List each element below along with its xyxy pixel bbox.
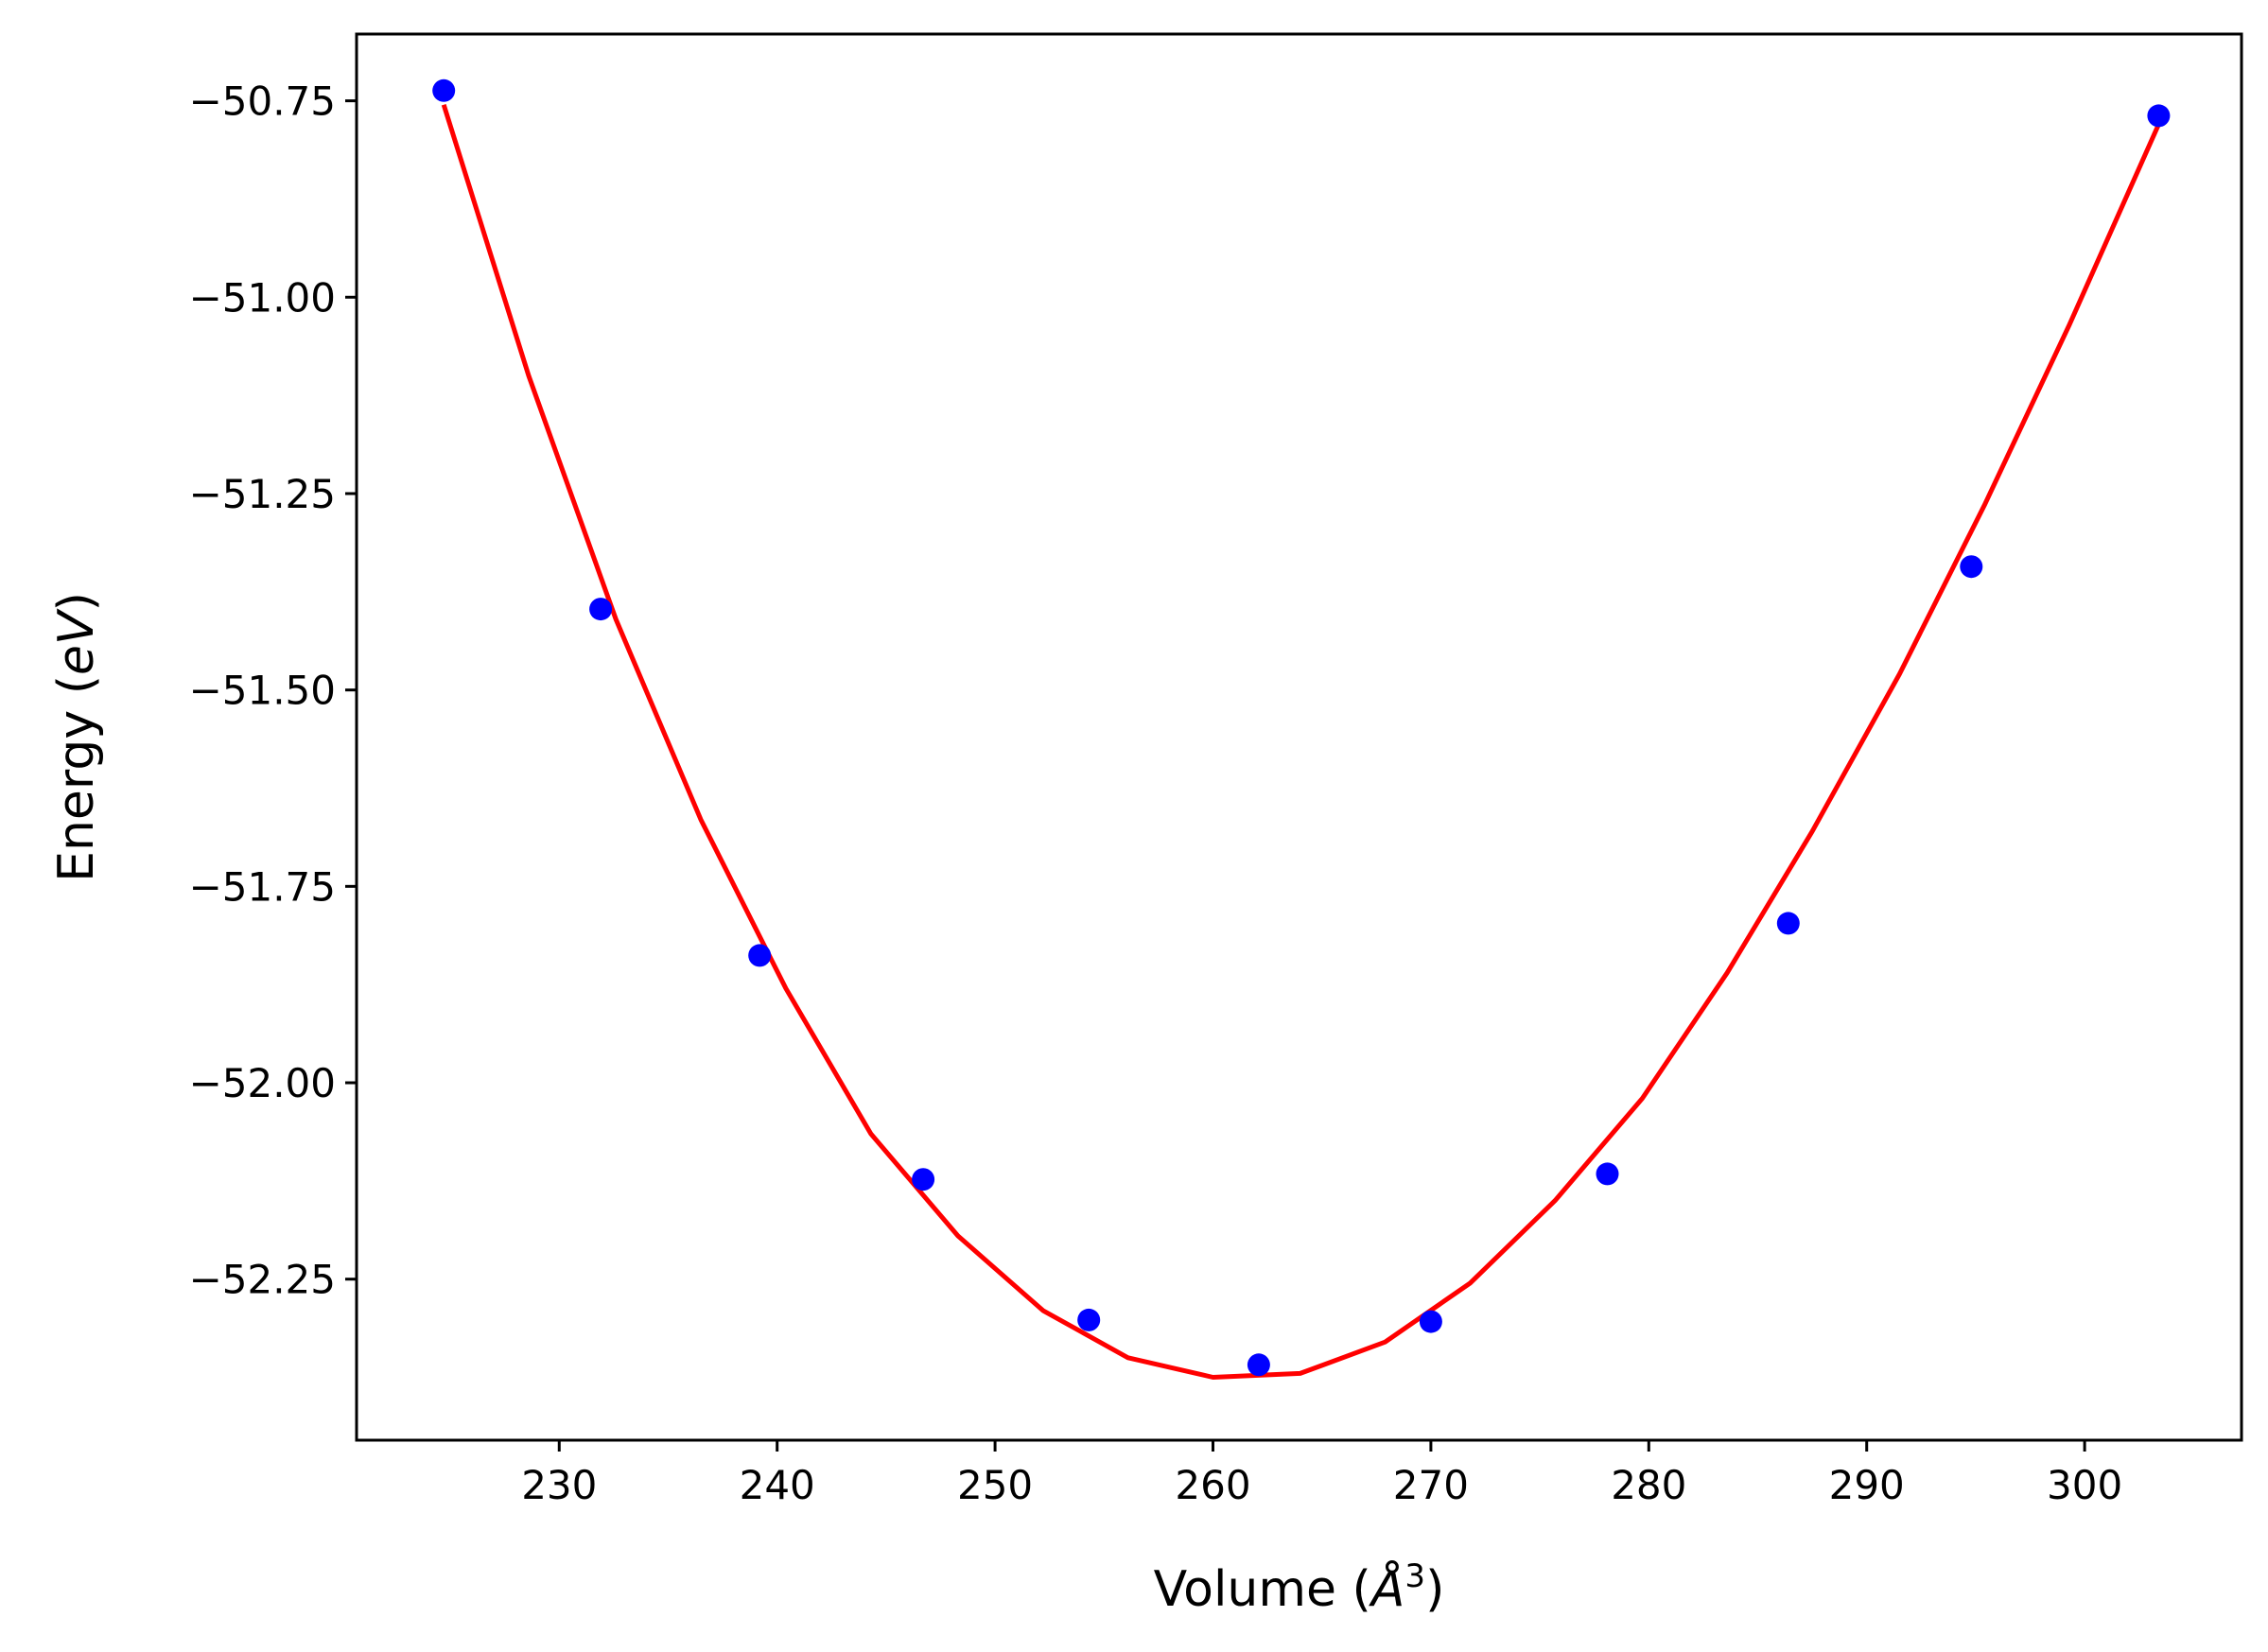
y-tick-label: −51.25 bbox=[189, 471, 336, 517]
plot-content bbox=[432, 78, 2171, 1380]
y-tick-label: −51.50 bbox=[189, 668, 336, 714]
data-point bbox=[1419, 1310, 1442, 1333]
y-axis: −50.75 −51.00 −51.25 −51.50 −51.75 −52.00 −52.… bbox=[189, 78, 357, 1303]
x-tick-label: 280 bbox=[1611, 1462, 1686, 1508]
x-axis-label-symbol: Å bbox=[1369, 1559, 1405, 1618]
data-point bbox=[1960, 555, 1983, 579]
x-tick-label: 300 bbox=[2047, 1462, 2122, 1508]
y-axis-label-unit: eV bbox=[48, 608, 105, 675]
data-point bbox=[912, 1168, 935, 1191]
x-tick-label: 240 bbox=[740, 1462, 815, 1508]
x-tick-label: 230 bbox=[521, 1462, 597, 1508]
x-tick-label: 290 bbox=[1829, 1462, 1905, 1508]
y-axis-label: Energy (eV) bbox=[48, 592, 105, 882]
data-point bbox=[1247, 1353, 1270, 1377]
fit-curve bbox=[441, 104, 2161, 1380]
y-tick-label: −50.75 bbox=[189, 78, 336, 125]
x-axis-label: Volume (Å3) bbox=[1154, 1557, 1445, 1618]
x-axis-label-suffix: ) bbox=[1425, 1561, 1444, 1618]
y-tick-label: −52.00 bbox=[189, 1060, 336, 1106]
x-axis: 230 240 250 260 270 280 290 300 bbox=[521, 1440, 2122, 1508]
x-axis-label-prefix: Volume ( bbox=[1154, 1561, 1371, 1618]
data-point bbox=[1077, 1308, 1101, 1331]
y-axis-label-prefix: Energy ( bbox=[48, 675, 105, 882]
data-point bbox=[1596, 1162, 1619, 1186]
data-point bbox=[589, 598, 613, 621]
y-tick-label: −51.75 bbox=[189, 863, 336, 910]
data-point bbox=[748, 944, 772, 967]
x-tick-label: 250 bbox=[957, 1462, 1033, 1508]
data-point bbox=[2147, 104, 2171, 128]
data-point bbox=[432, 78, 456, 102]
data-point bbox=[1776, 912, 1800, 935]
y-tick-label: −52.25 bbox=[189, 1257, 336, 1303]
x-tick-label: 260 bbox=[1175, 1462, 1250, 1508]
x-axis-label-exponent: 3 bbox=[1404, 1557, 1425, 1595]
plot-frame bbox=[355, 32, 2243, 1442]
y-axis-label-suffix: ) bbox=[48, 592, 105, 611]
y-tick-label: −51.00 bbox=[189, 274, 336, 321]
x-tick-label: 270 bbox=[1393, 1462, 1469, 1508]
